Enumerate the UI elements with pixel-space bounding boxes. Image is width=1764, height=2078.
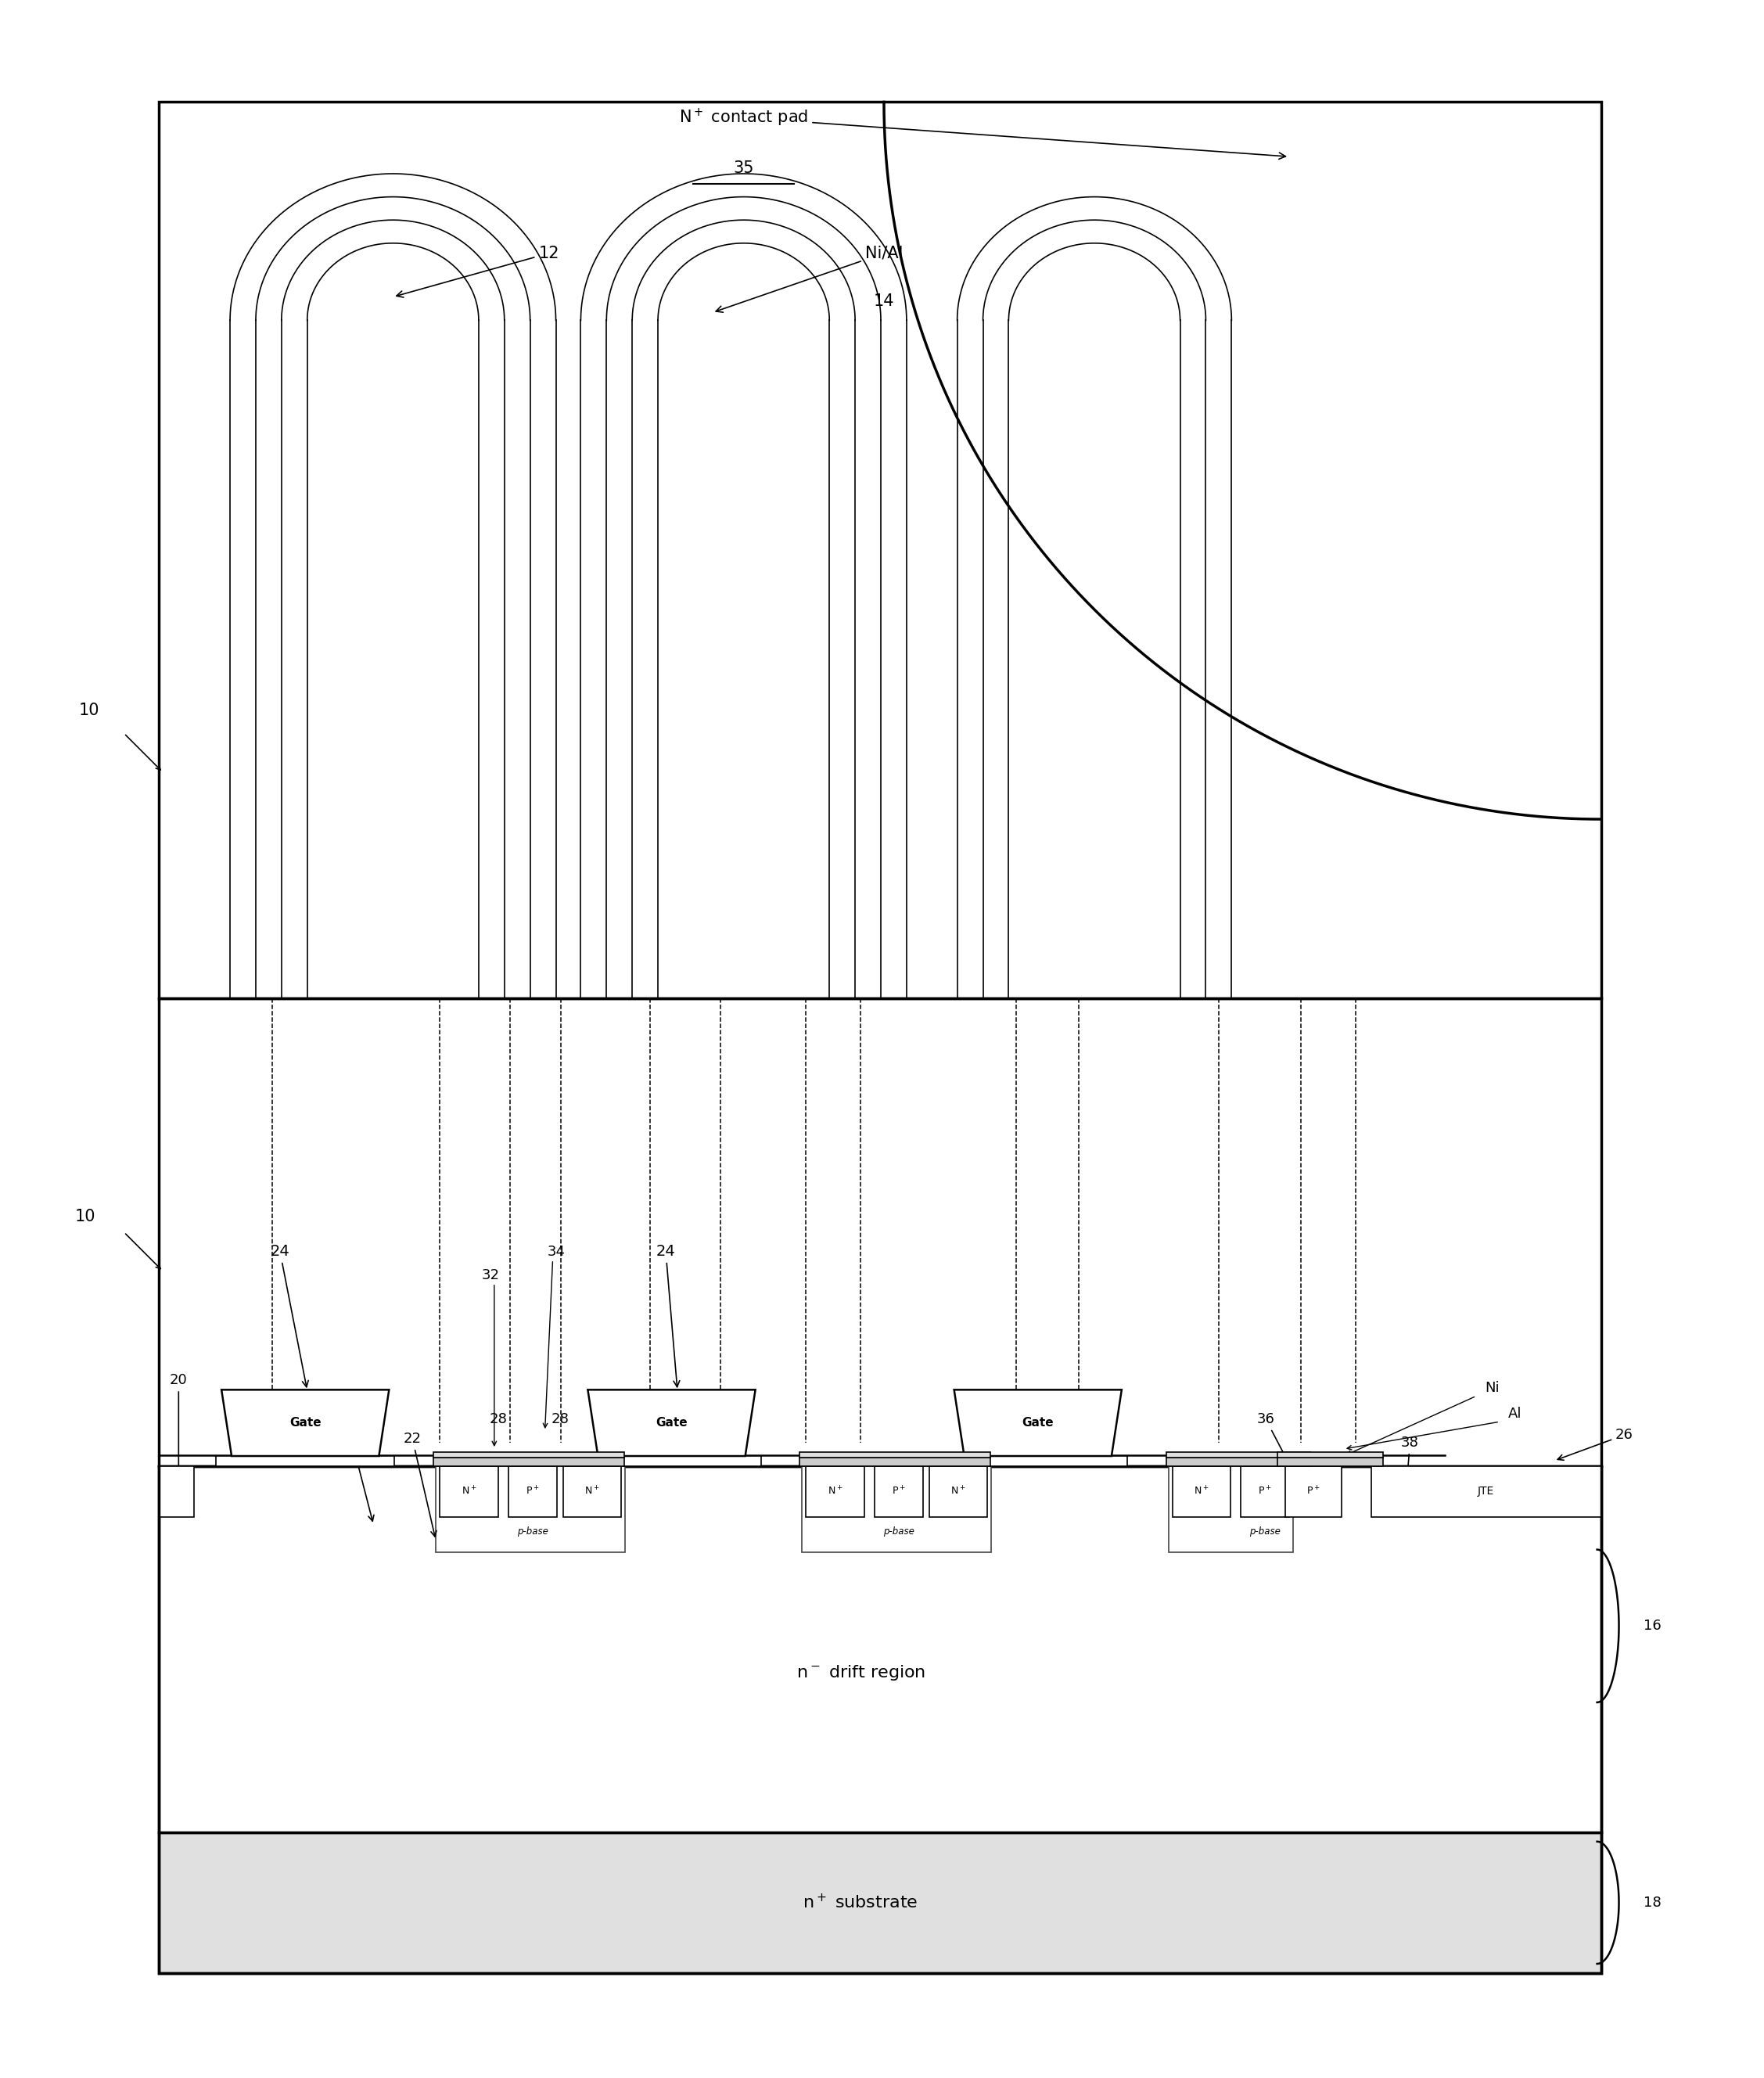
Bar xyxy=(159,102,1602,997)
Text: 10: 10 xyxy=(74,1209,95,1224)
Text: n$^+$ substrate: n$^+$ substrate xyxy=(803,1893,917,1912)
Text: Ni/Al: Ni/Al xyxy=(716,245,903,312)
Text: Gate: Gate xyxy=(289,1417,321,1430)
Text: 28: 28 xyxy=(552,1413,570,1426)
Polygon shape xyxy=(222,1390,390,1457)
Bar xyxy=(949,1457,1127,1467)
Bar xyxy=(1166,1457,1311,1467)
Text: N$^+$: N$^+$ xyxy=(460,1486,476,1498)
Text: Al: Al xyxy=(1508,1407,1522,1421)
Text: Gate: Gate xyxy=(1021,1417,1053,1430)
Text: p-base: p-base xyxy=(1249,1525,1281,1536)
Bar xyxy=(1277,1453,1383,1457)
Bar xyxy=(159,1467,1602,1833)
Bar xyxy=(1166,1453,1311,1457)
Bar xyxy=(1277,1457,1383,1467)
Text: 38: 38 xyxy=(1401,1436,1418,1486)
Text: 36: 36 xyxy=(1258,1413,1307,1498)
Bar xyxy=(1371,1467,1602,1517)
Bar xyxy=(875,1467,923,1517)
Text: p-base: p-base xyxy=(517,1525,549,1536)
Text: Ni: Ni xyxy=(1485,1382,1499,1394)
Text: N$^+$: N$^+$ xyxy=(584,1486,600,1498)
Bar xyxy=(582,1457,760,1467)
Text: P$^+$: P$^+$ xyxy=(526,1486,540,1498)
Text: 12: 12 xyxy=(397,245,559,297)
Text: 14: 14 xyxy=(873,293,894,310)
Bar xyxy=(439,1467,497,1517)
Bar xyxy=(436,1467,624,1552)
Text: 10: 10 xyxy=(79,702,99,717)
Text: 28: 28 xyxy=(489,1413,506,1426)
Bar xyxy=(563,1467,621,1517)
Text: 26: 26 xyxy=(1558,1428,1633,1461)
Polygon shape xyxy=(954,1390,1122,1457)
Text: 34: 34 xyxy=(547,1245,566,1259)
Bar xyxy=(159,1833,1602,1972)
Text: 20: 20 xyxy=(169,1374,187,1490)
Text: 24: 24 xyxy=(270,1245,309,1386)
Text: 35: 35 xyxy=(734,160,753,177)
Bar xyxy=(434,1457,624,1467)
Text: P$^+$: P$^+$ xyxy=(1307,1486,1319,1498)
Bar xyxy=(508,1467,557,1517)
Polygon shape xyxy=(587,1390,755,1457)
Bar xyxy=(159,997,1602,1972)
Bar xyxy=(799,1457,991,1467)
Text: p-base: p-base xyxy=(884,1525,914,1536)
Bar xyxy=(799,1453,991,1457)
Bar xyxy=(806,1467,864,1517)
Text: 30: 30 xyxy=(333,1396,374,1521)
Text: 16: 16 xyxy=(1644,1619,1662,1633)
Bar xyxy=(159,1467,194,1517)
Text: 24: 24 xyxy=(656,1245,679,1386)
Text: N$^+$: N$^+$ xyxy=(827,1486,843,1498)
Text: P$^+$: P$^+$ xyxy=(893,1486,905,1498)
Text: N$^+$: N$^+$ xyxy=(951,1486,967,1498)
Bar xyxy=(1286,1467,1341,1517)
Text: n$^-$ drift region: n$^-$ drift region xyxy=(796,1662,924,1681)
Text: N$^+$: N$^+$ xyxy=(1194,1486,1208,1498)
Text: Gate: Gate xyxy=(656,1417,688,1430)
Text: 32: 32 xyxy=(482,1268,499,1282)
Text: N$^+$ contact pad: N$^+$ contact pad xyxy=(679,106,1286,160)
Bar xyxy=(434,1453,624,1457)
Bar xyxy=(215,1457,395,1467)
Text: 18: 18 xyxy=(1644,1895,1662,1910)
Bar xyxy=(803,1467,991,1552)
Bar xyxy=(930,1467,988,1517)
Text: JTE: JTE xyxy=(1478,1486,1494,1496)
Bar xyxy=(1240,1467,1289,1517)
Bar xyxy=(1168,1467,1293,1552)
Bar xyxy=(1173,1467,1231,1517)
Text: P$^+$: P$^+$ xyxy=(1258,1486,1272,1498)
Text: 22: 22 xyxy=(404,1432,436,1536)
